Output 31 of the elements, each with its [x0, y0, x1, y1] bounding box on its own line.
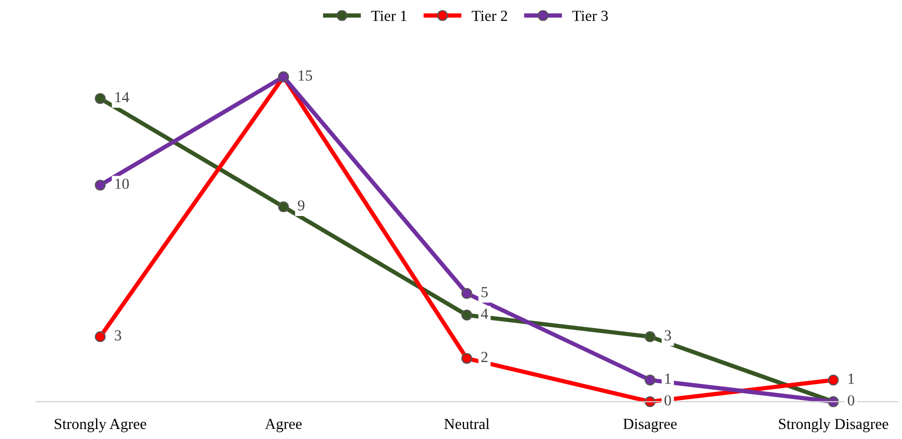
- point: [94, 331, 106, 342]
- x-tick-label: Neutral: [444, 418, 490, 430]
- data-label: 3: [664, 330, 671, 341]
- x-tick-label: Strongly Disagree: [778, 418, 888, 432]
- point: [644, 374, 656, 386]
- data-label: 14: [115, 92, 130, 102]
- data-label: 10: [115, 178, 129, 189]
- x-tick-label: Disagree: [623, 418, 677, 432]
- data-label: 0: [848, 395, 854, 406]
- data-label: 9: [298, 200, 304, 211]
- point: [94, 180, 106, 191]
- data-label: 1: [665, 374, 671, 384]
- legend-label: Tier 3: [572, 10, 608, 21]
- x-tick-label: Agree: [264, 418, 302, 432]
- point: [461, 310, 472, 320]
- data-label: 0: [664, 395, 672, 406]
- point: [278, 201, 289, 212]
- point: [461, 288, 472, 299]
- legend-label: Tier 1: [371, 10, 406, 21]
- data-label: 2: [481, 352, 488, 362]
- point: [461, 352, 472, 364]
- legend-label: Tier 2: [472, 10, 508, 21]
- data-label: 1: [848, 374, 854, 384]
- data-label: 15: [298, 70, 312, 81]
- x-tick-label: Strongly Agree: [54, 418, 146, 432]
- point: [828, 374, 839, 386]
- data-label: 4: [480, 308, 488, 319]
- data-label: 5: [482, 287, 488, 298]
- data-label: 3: [114, 330, 122, 341]
- point: [94, 93, 106, 104]
- point: [644, 331, 656, 342]
